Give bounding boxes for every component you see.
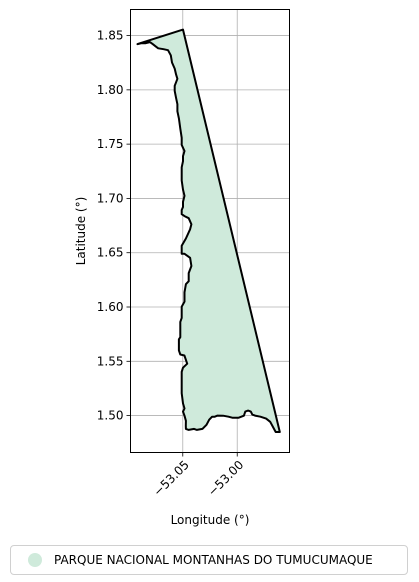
y-tick-label: 1.60 — [97, 300, 124, 314]
y-tick-label: 1.85 — [97, 29, 124, 43]
park-polygon — [136, 28, 281, 433]
y-tick-label: 1.50 — [97, 409, 124, 423]
x-axis-label: Longitude (°) — [171, 513, 250, 527]
y-axis-label: Latitude (°) — [74, 197, 88, 266]
axes-frame — [130, 9, 290, 453]
legend-marker — [28, 553, 42, 567]
legend-label: PARQUE NACIONAL MONTANHAS DO TUMUCUMAQUE — [54, 553, 373, 567]
legend: PARQUE NACIONAL MONTANHAS DO TUMUCUMAQUE — [10, 545, 408, 575]
y-tick-label: 1.70 — [97, 191, 124, 205]
y-tick-label: 1.65 — [97, 246, 124, 260]
park-boundary — [136, 28, 281, 433]
y-tick-label: 1.55 — [97, 354, 124, 368]
y-tick-label: 1.80 — [97, 83, 124, 97]
y-tick-label: 1.75 — [97, 137, 124, 151]
